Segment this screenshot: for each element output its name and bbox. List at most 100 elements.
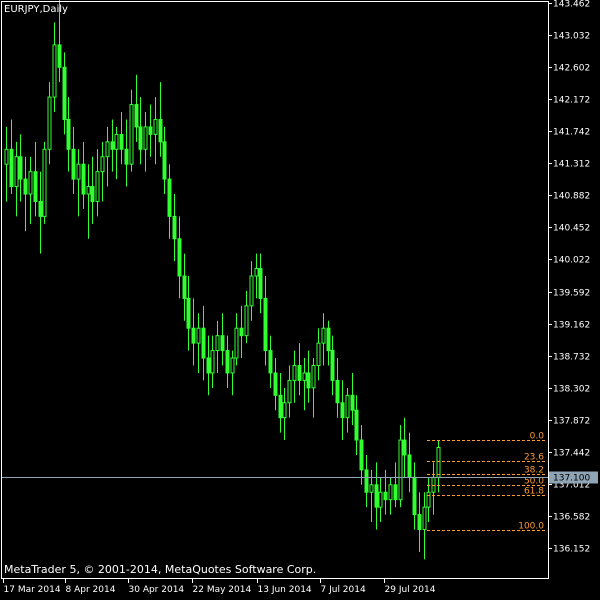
candle-body: [28, 171, 33, 195]
candle-body: [57, 44, 62, 68]
candle-body: [162, 141, 167, 180]
x-tick-label: 8 Apr 2014: [66, 585, 116, 595]
candle-body: [215, 335, 220, 352]
candle-body: [335, 379, 340, 404]
copyright-label: MetaTrader 5, © 2001-2014, MetaQuotes So…: [4, 563, 316, 576]
candle-body: [206, 357, 211, 374]
candle-body: [244, 305, 249, 337]
x-tick-label: 22 May 2014: [193, 585, 252, 595]
candle-body: [186, 297, 191, 329]
candle-body: [234, 327, 239, 359]
candle-body: [230, 357, 235, 374]
candle-body: [254, 268, 259, 277]
candle-body: [14, 156, 19, 188]
candle-body: [95, 171, 100, 202]
candle-body: [191, 327, 196, 344]
y-axis: 143.462 143.032 142.602 142.172 141.742 141.3…: [548, 0, 590, 555]
candle-body: [172, 215, 177, 240]
y-tick-label: 138.732: [553, 353, 590, 363]
candle-body: [249, 275, 254, 307]
x-tick-label: 13 Jun 2014: [258, 585, 312, 595]
candle-body: [393, 484, 398, 501]
candle-body: [436, 446, 441, 478]
candle-body: [354, 409, 359, 441]
candle-body: [302, 372, 307, 381]
fibonacci-retracement[interactable]: 0.0 23.6 38.250.061.8 100.0: [427, 432, 545, 532]
fib-level-label: 23.6: [524, 453, 544, 463]
x-axis: 17 Mar 2014 8 Apr 2014 30 Apr 2014 22 May 2…: [3, 578, 436, 595]
candle-body: [273, 372, 278, 396]
candle-body: [402, 439, 407, 456]
candle-body: [239, 327, 244, 337]
candle-body: [138, 126, 143, 150]
candle-body: [330, 350, 335, 381]
candle-body: [311, 364, 316, 389]
fib-level-label: 0.0: [530, 432, 545, 442]
candle-body: [412, 476, 417, 516]
candle-body: [182, 275, 187, 299]
candle-body: [359, 439, 364, 471]
candle-body: [167, 178, 172, 217]
candle-body: [42, 148, 47, 217]
candle-body: [18, 156, 23, 180]
y-tick-label: 137.442: [553, 449, 590, 459]
y-tick-label: 137.872: [553, 417, 590, 427]
y-tick-label: 140.022: [553, 256, 590, 266]
candle-body: [350, 394, 355, 411]
candle-body: [201, 327, 206, 359]
candle-body: [398, 439, 403, 501]
candle-body: [105, 141, 110, 158]
fib-level-label: 50.0: [524, 477, 544, 487]
candle-body: [210, 350, 215, 374]
candle-body: [374, 484, 379, 508]
candle-body: [278, 394, 283, 419]
candle-body: [407, 454, 412, 478]
candles-layer: [4, 0, 441, 560]
x-tick-label: 30 Apr 2014: [129, 585, 185, 595]
candle-body: [9, 148, 14, 188]
candle-body: [340, 402, 345, 419]
candle-body: [292, 364, 297, 381]
y-tick-label: 140.882: [553, 192, 590, 202]
x-tick-label: 7 Jul 2014: [321, 585, 366, 595]
candle-body: [81, 163, 86, 195]
x-tick-label: 17 Mar 2014: [4, 585, 61, 595]
candle-body: [326, 327, 331, 352]
y-tick-label: 137.012: [553, 481, 590, 491]
candle-body: [306, 372, 311, 389]
candle-body: [158, 118, 163, 143]
y-tick-label: 136.152: [553, 545, 590, 555]
candle-body: [383, 491, 388, 501]
candle-body: [220, 335, 225, 352]
price-tag: 137.100: [549, 471, 598, 484]
candle-body: [369, 484, 374, 493]
candle-body: [287, 379, 292, 404]
candle-body: [38, 200, 43, 217]
candle-body: [282, 402, 287, 419]
candle-body: [431, 476, 436, 493]
candle-body: [345, 394, 350, 419]
candle-body: [225, 350, 230, 374]
candle-body: [422, 506, 427, 531]
candle-body: [297, 364, 302, 381]
candle-body: [268, 350, 273, 374]
candle-body: [4, 148, 9, 165]
candle-body: [263, 297, 268, 352]
candle-body: [148, 126, 153, 135]
fib-level-label: 61.8: [524, 487, 544, 497]
candle-body: [316, 342, 321, 366]
candle-body: [71, 148, 76, 180]
candle-body: [119, 133, 124, 150]
plot-frame: [1, 1, 549, 579]
symbol-label: EURJPY,Daily: [4, 4, 68, 15]
candle-body: [100, 156, 105, 173]
y-tick-label: 143.462: [553, 0, 590, 10]
candle-body: [62, 66, 67, 120]
y-tick-label: 136.582: [553, 513, 590, 523]
candle-body: [196, 327, 201, 344]
candle-body: [124, 148, 129, 165]
candle-body: [90, 186, 95, 202]
y-tick-label: 142.602: [553, 64, 590, 74]
